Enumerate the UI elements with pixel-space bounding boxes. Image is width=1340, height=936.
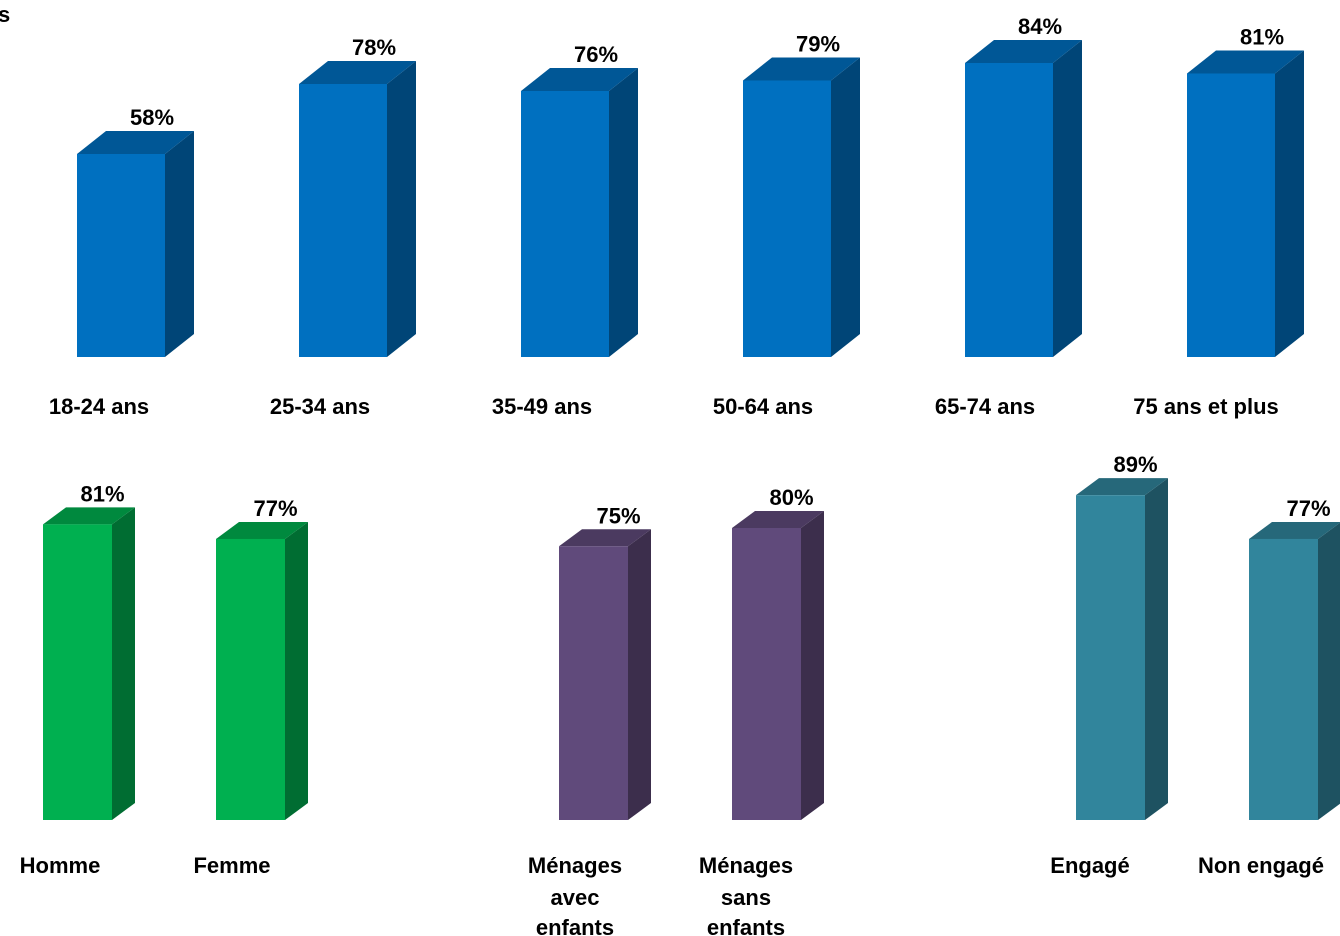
- value-label-age-3: 79%: [796, 32, 840, 57]
- value-label-age-0: 58%: [130, 105, 174, 130]
- bar-top-age-5: [1187, 50, 1304, 74]
- bar-side-engagement-0: [1145, 478, 1168, 820]
- bar-age-2: [521, 91, 609, 357]
- category-label-age-2: 35-49 ans: [492, 394, 592, 419]
- bar-top-menage-1: [732, 511, 824, 528]
- category-label-engagement-0: Engagé: [1050, 853, 1129, 878]
- bar-side-age-5: [1275, 50, 1304, 357]
- category-label-sexe-1: Femme: [193, 853, 270, 878]
- category-label-menage-0-0: Ménages: [528, 853, 622, 878]
- bar-top-sexe-1: [216, 521, 308, 539]
- bar-side-age-0: [165, 131, 194, 357]
- bar-side-age-4: [1053, 40, 1082, 357]
- bar-top-age-4: [965, 40, 1082, 63]
- value-label-age-4: 84%: [1018, 14, 1062, 39]
- bar-age-5: [1187, 73, 1275, 357]
- bar-top-age-2: [521, 68, 638, 91]
- bar-sexe-0: [43, 524, 112, 820]
- value-label-engagement-0: 89%: [1113, 452, 1157, 477]
- bar-side-age-1: [387, 61, 416, 357]
- value-label-engagement-1: 77%: [1286, 496, 1330, 521]
- category-label-menage-0-2: enfants: [536, 915, 614, 936]
- bar-top-engagement-0: [1076, 478, 1168, 496]
- value-label-sexe-0: 81%: [80, 481, 124, 506]
- category-label-menage-1-0: Ménages: [699, 853, 793, 878]
- value-label-age-2: 76%: [574, 42, 618, 67]
- corner-text: s: [0, 2, 11, 27]
- bar-side-engagement-1: [1318, 522, 1340, 820]
- category-label-age-0: 18-24 ans: [49, 394, 149, 419]
- bar-side-age-3: [831, 57, 860, 357]
- bar-engagement-1: [1249, 538, 1318, 820]
- bar-top-sexe-0: [43, 507, 135, 525]
- category-label-age-5: 75 ans et plus: [1133, 394, 1279, 419]
- category-label-age-1: 25-34 ans: [270, 394, 370, 419]
- bar-age-1: [299, 84, 387, 357]
- bar-top-age-1: [299, 61, 416, 84]
- category-label-menage-1-2: enfants: [707, 915, 785, 936]
- category-label-age-3: 50-64 ans: [713, 394, 813, 419]
- bar-side-sexe-1: [285, 521, 308, 820]
- category-label-age-4: 65-74 ans: [935, 394, 1035, 419]
- category-label-engagement-1: Non engagé: [1198, 853, 1324, 878]
- value-label-sexe-1: 77%: [253, 496, 297, 521]
- value-label-age-5: 81%: [1240, 25, 1284, 50]
- bar-top-engagement-1: [1249, 521, 1340, 539]
- bar-top-age-3: [743, 57, 860, 81]
- category-label-menage-1-1: sans: [721, 885, 771, 910]
- value-label-menage-0: 75%: [596, 503, 640, 528]
- bar-sexe-1: [216, 538, 285, 820]
- bar-side-menage-1: [801, 511, 824, 820]
- bar-top-age-0: [77, 131, 194, 154]
- bar-age-0: [77, 154, 165, 357]
- bar-top-menage-0: [559, 529, 651, 547]
- category-label-sexe-0: Homme: [20, 853, 101, 878]
- bar-side-menage-0: [628, 529, 651, 820]
- bar-side-age-2: [609, 68, 638, 357]
- bar-age-4: [965, 63, 1053, 357]
- category-label-menage-0-1: avec: [551, 885, 600, 910]
- bar-age-3: [743, 80, 831, 357]
- bar-engagement-0: [1076, 495, 1145, 820]
- value-label-menage-1: 80%: [769, 485, 813, 510]
- bar-side-sexe-0: [112, 507, 135, 820]
- bar-menage-0: [559, 546, 628, 820]
- value-label-age-1: 78%: [352, 35, 396, 60]
- bar-menage-1: [732, 528, 801, 820]
